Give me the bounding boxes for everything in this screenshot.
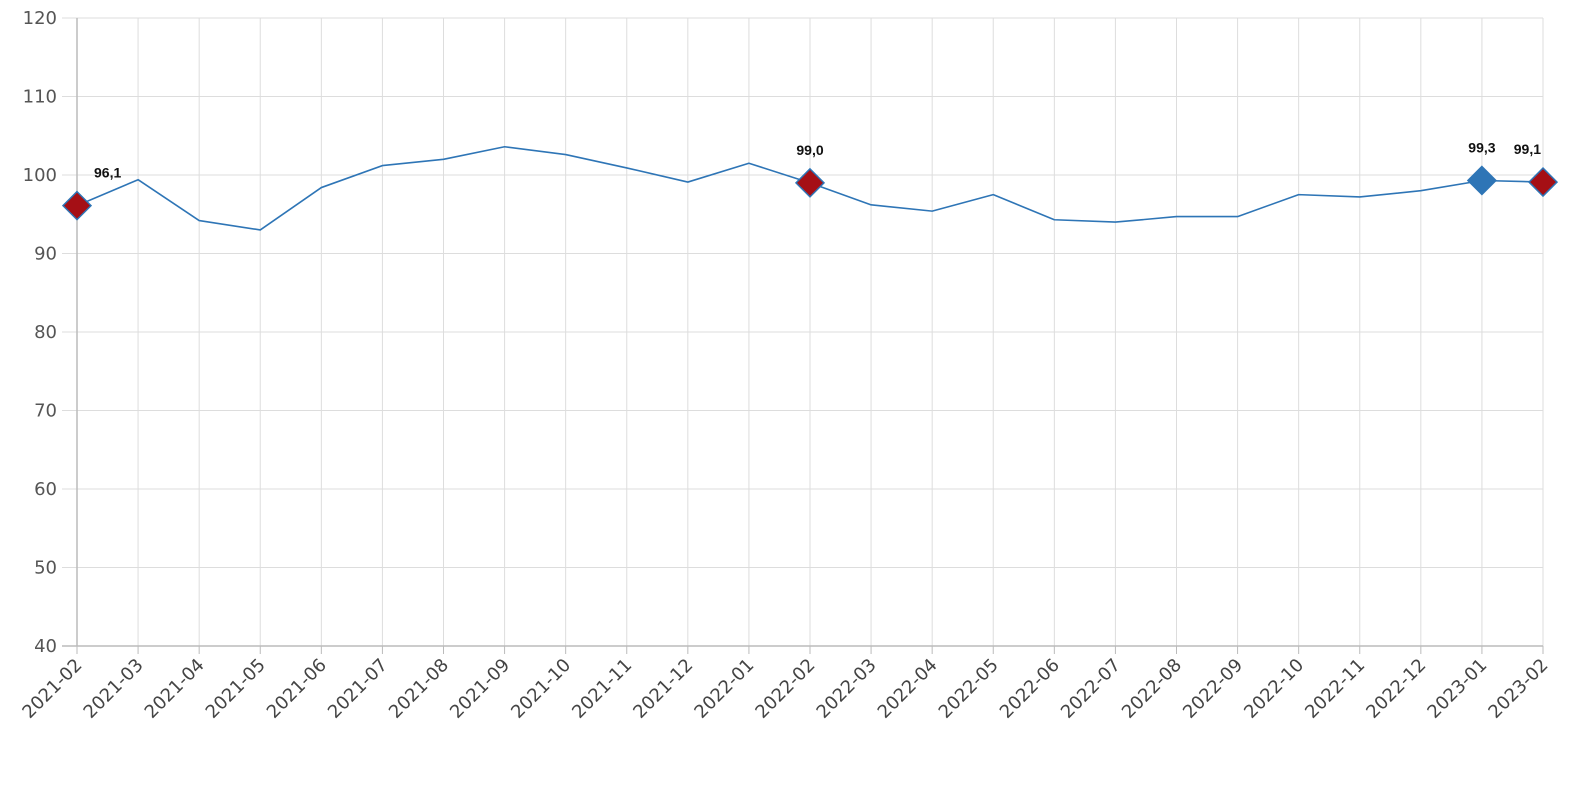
x-tick-label: 2022-02 (751, 655, 819, 723)
x-tick-label: 2022-04 (874, 655, 942, 723)
x-tick-labels: 2021-022021-032021-042021-052021-062021-… (18, 655, 1552, 723)
y-tick-label: 100 (23, 165, 57, 186)
x-tick-label: 2022-09 (1179, 655, 1247, 723)
highlight-marker (1527, 167, 1559, 198)
y-tick-label: 60 (34, 479, 57, 500)
x-tick-label: 2022-07 (1057, 655, 1125, 723)
y-tick-label: 50 (34, 558, 57, 579)
y-tick-label: 90 (34, 244, 57, 265)
highlight-marker (61, 190, 93, 221)
x-tick-label: 2022-12 (1362, 655, 1430, 723)
x-tick-label: 2021-10 (507, 655, 575, 723)
x-tick-label: 2021-09 (446, 655, 514, 723)
x-tick-label: 2021-03 (80, 655, 148, 723)
y-tick-label: 80 (34, 322, 57, 343)
grid (62, 17, 1544, 647)
x-tick-label: 2021-04 (141, 655, 209, 723)
x-tick-label: 2022-06 (996, 655, 1064, 723)
x-tick-label: 2022-01 (690, 655, 758, 723)
y-tick-label: 70 (34, 401, 57, 422)
x-tick-label: 2021-02 (18, 655, 86, 723)
data-label: 99,0 (796, 142, 823, 158)
y-tick-label: 110 (23, 87, 57, 108)
x-tick-label: 2023-02 (1484, 655, 1552, 723)
x-tick-label: 2021-05 (202, 655, 270, 723)
x-tick-label: 2023-01 (1423, 655, 1491, 723)
x-tick-label: 2021-12 (629, 655, 697, 723)
axes (62, 18, 1544, 654)
x-tick-label: 2022-10 (1240, 655, 1308, 723)
highlight-marker (1466, 165, 1497, 196)
y-tick-labels: 40 50 60 70 80 90 100 110 120 (23, 8, 57, 657)
data-label: 99,1 (1514, 141, 1541, 157)
x-tick-label: 2022-03 (813, 655, 881, 723)
data-label: 99,3 (1468, 139, 1495, 155)
x-tick-label: 2021-06 (263, 655, 331, 723)
y-tick-label: 120 (23, 8, 57, 29)
x-tick-label: 2021-07 (324, 655, 392, 723)
data-label: 96,1 (94, 165, 121, 181)
x-tick-label: 2021-08 (385, 655, 453, 723)
highlight-markers (61, 165, 1559, 221)
y-tick-label: 40 (34, 636, 57, 657)
x-tick-label: 2022-05 (935, 655, 1003, 723)
data-labels: 96,1 99,0 99,3 99,1 (94, 139, 1541, 180)
highlight-marker (794, 167, 826, 198)
x-tick-label: 2022-08 (1118, 655, 1186, 723)
x-tick-label: 2021-11 (568, 655, 636, 723)
x-tick-label: 2022-11 (1301, 655, 1369, 723)
